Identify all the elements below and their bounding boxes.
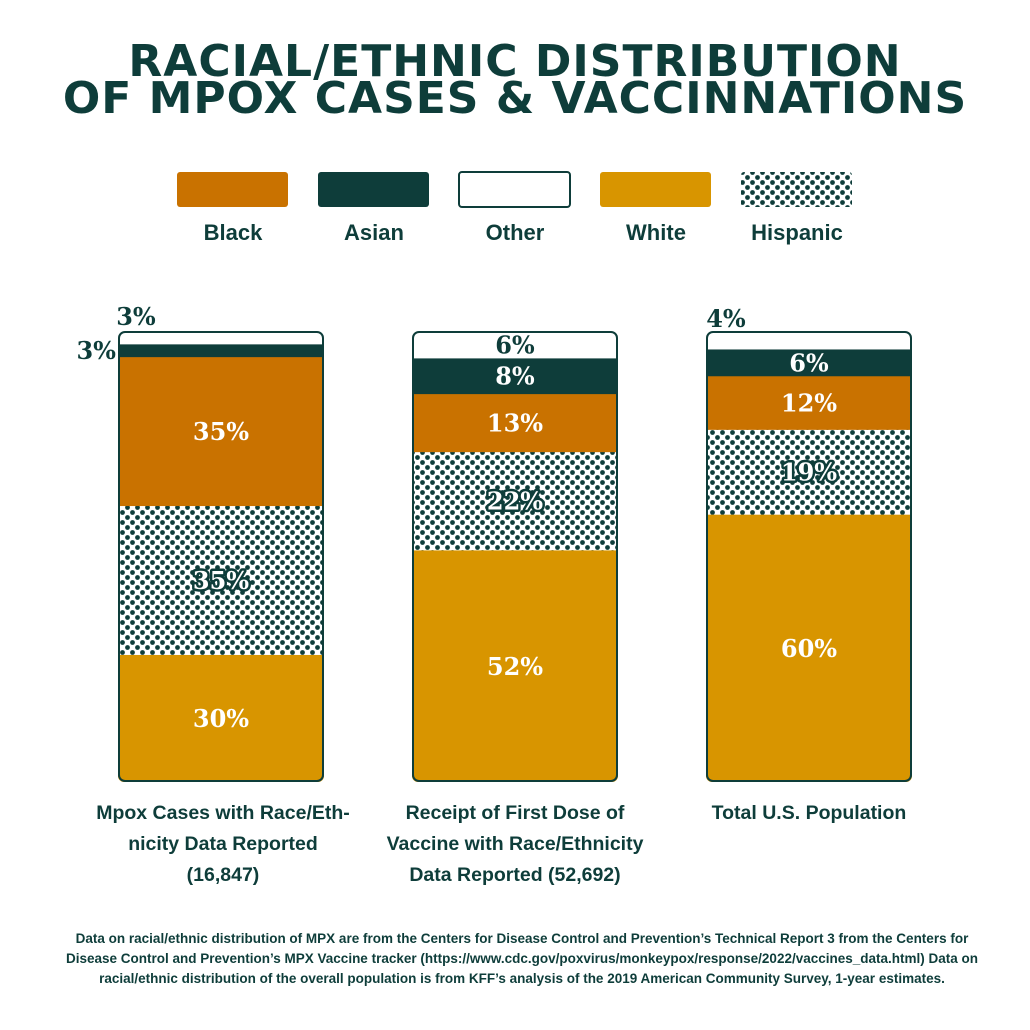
bar-hispanic-3 (706, 429, 912, 515)
bar-other-3 (706, 331, 912, 350)
chart-title-line-2: OF MPOX CASES & VACCINNATIONS (63, 73, 967, 124)
footnote-line-2: Disease Control and Prevention’s MPX Vac… (66, 951, 978, 966)
data-label-hispanic-1: 35% (193, 566, 249, 595)
bars: 30% 35% 35% 3%3% 52% 22% 13% 8% 6% 60% 19% 12% 6% 4% (76, 302, 912, 782)
chart-title: RACIAL/ETHNIC DISTRIBUTION OF MPOX CASES… (63, 36, 967, 124)
data-label-other-3: 4% (706, 304, 746, 333)
legend-item-black: Black (177, 172, 288, 245)
bar-white-2 (412, 549, 618, 782)
legend-swatch-hispanic (741, 172, 852, 207)
category-label-3: Total U.S. Population (712, 802, 907, 824)
legend-label-hispanic: Hispanic (751, 220, 843, 245)
category-label-1-line-2: nicity Data Reported (128, 833, 318, 855)
bar-black-2 (412, 393, 618, 453)
bar-hispanic-1 (118, 505, 324, 655)
bar-white-3 (706, 514, 912, 782)
legend-swatch-white (600, 172, 711, 207)
legend: Black Asian Other White Hispanic (177, 171, 852, 245)
bar-stack-3: 60% 19% 12% 6% 4% (706, 304, 912, 782)
footnote-line-1: Data on racial/ethnic distribution of MP… (76, 931, 969, 946)
chart-title-line-1: RACIAL/ETHNIC DISTRIBUTION (128, 36, 901, 87)
bar-stack-2: 52% 22% 13% 8% 6% (412, 330, 618, 782)
bar-other-1 (118, 331, 324, 345)
data-label-white-3: 60% (781, 634, 837, 663)
bar-asian-3 (706, 348, 912, 377)
bar-other-2 (412, 331, 618, 359)
data-label-hispanic-2: 22% (487, 487, 543, 516)
data-label-asian-3: 6% (789, 348, 829, 377)
bar-black-3 (706, 375, 912, 430)
legend-swatch-black (177, 172, 288, 207)
legend-label-black: Black (204, 220, 263, 245)
legend-item-other: Other (458, 171, 571, 245)
legend-item-hispanic: Hispanic (741, 172, 852, 245)
data-label-white-2: 52% (487, 652, 543, 681)
data-label-other-2: 6% (495, 330, 535, 359)
category-label-1-line-1: Mpox Cases with Race/Eth- (96, 802, 350, 824)
legend-swatch-asian (318, 172, 429, 207)
category-label-3-line-1: Total U.S. Population (712, 802, 907, 824)
footnote: Data on racial/ethnic distribution of MP… (66, 931, 978, 986)
data-label-other-1: 3% (116, 302, 156, 331)
footnote-line-3: racial/ethnic distribution of the overal… (99, 971, 945, 986)
data-label-black-1: 35% (193, 417, 249, 446)
legend-label-other: Other (486, 220, 545, 245)
bar-asian-1 (118, 343, 324, 358)
data-label-white-1: 30% (193, 704, 249, 733)
legend-item-asian: Asian (318, 172, 429, 245)
legend-item-white: White (600, 172, 711, 245)
legend-label-white: White (626, 220, 686, 245)
category-label-2-line-3: Data Reported (52,692) (409, 864, 620, 886)
category-label-1: Mpox Cases with Race/Eth-nicity Data Rep… (96, 802, 350, 886)
category-label-2-line-2: Vaccine with Race/Ethnicity (387, 833, 644, 855)
bar-hispanic-2 (412, 451, 618, 551)
category-labels: Mpox Cases with Race/Eth-nicity Data Rep… (96, 802, 906, 886)
category-label-1-line-3: (16,847) (187, 864, 260, 886)
bar-white-1 (118, 654, 324, 782)
legend-swatch-other (458, 171, 571, 208)
data-label-asian-2: 8% (495, 362, 535, 391)
data-label-black-3: 12% (781, 388, 837, 417)
bar-asian-2 (412, 357, 618, 395)
category-label-2-line-1: Receipt of First Dose of (406, 802, 625, 824)
bar-stack-1: 30% 35% 35% 3%3% (76, 302, 324, 782)
bar-black-1 (118, 356, 324, 507)
data-label-asian-1: 3% (76, 336, 116, 365)
legend-label-asian: Asian (344, 220, 404, 245)
data-label-hispanic-3: 19% (781, 458, 837, 487)
data-label-black-2: 13% (487, 409, 543, 438)
category-label-2: Receipt of First Dose of Vaccine with Rac… (387, 802, 644, 886)
